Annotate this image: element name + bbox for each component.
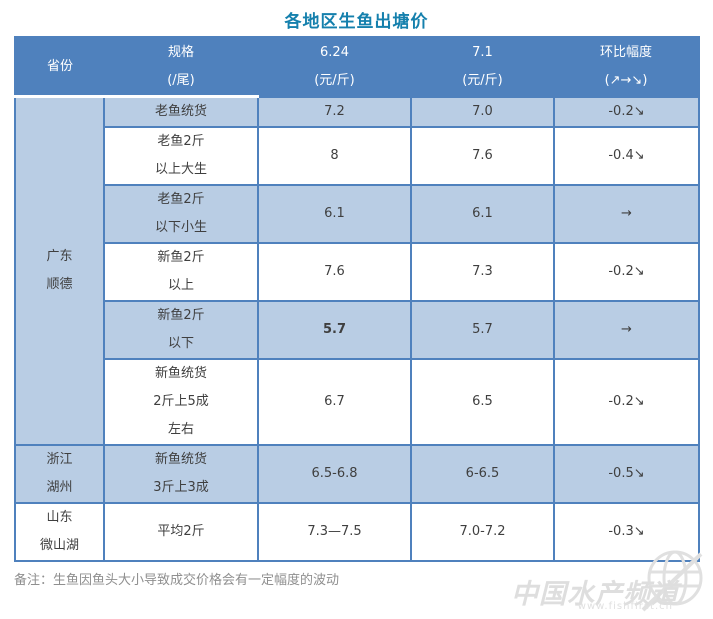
price-71-cell: 7.0-7.2 xyxy=(410,502,555,562)
change-cell: -0.3↘ xyxy=(553,502,700,562)
change-cell: -0.2↘ xyxy=(553,358,700,446)
change-cell: → xyxy=(553,300,700,360)
price-71-cell: 6.5 xyxy=(410,358,555,446)
spec-cell: 老鱼2斤 以上大生 xyxy=(103,126,259,186)
header-cell-spec: 规格 (/尾) xyxy=(104,37,258,98)
spec-cell: 新鱼统货 2斤上5成 左右 xyxy=(103,358,259,446)
price-624-cell: 7.2 xyxy=(257,95,412,128)
province-cell: 浙江 湖州 xyxy=(14,444,105,504)
spec-cell: 新鱼2斤 以下 xyxy=(103,300,259,360)
table-row: 老鱼2斤 以下小生 6.1 6.1 → xyxy=(15,184,700,244)
change-cell: -0.5↘ xyxy=(553,444,700,504)
table-row: 新鱼统货 2斤上5成 左右 6.7 6.5 -0.2↘ xyxy=(15,358,700,446)
price-624-cell: 6.7 xyxy=(257,358,412,446)
price-624-cell: 7.3—7.5 xyxy=(257,502,412,562)
header-cell-date1: 6.24 (元/斤) xyxy=(258,37,411,98)
spec-cell: 平均2斤 xyxy=(103,502,259,562)
header-cell-province: 省份 xyxy=(15,37,104,98)
price-71-cell: 6.1 xyxy=(410,184,555,244)
change-cell: -0.2↘ xyxy=(553,242,700,302)
spec-cell: 老鱼2斤 以下小生 xyxy=(103,184,259,244)
price-624-cell: 5.7 xyxy=(257,300,412,360)
watermark-url: www.fishfirst.cn xyxy=(577,601,673,612)
change-cell: -0.4↘ xyxy=(553,126,700,186)
page-title: 各地区生鱼出塘价 xyxy=(284,12,429,32)
price-624-cell: 8 xyxy=(257,126,412,186)
change-cell: → xyxy=(553,184,700,244)
price-71-cell: 6-6.5 xyxy=(410,444,555,504)
price-71-cell: 5.7 xyxy=(410,300,555,360)
change-cell: -0.2↘ xyxy=(553,95,700,128)
province-cell: 山东 微山湖 xyxy=(14,502,105,562)
spec-cell: 老鱼统货 xyxy=(103,95,259,128)
note-text: 备注：生鱼因鱼头大小导致成交价格会有一定幅度的波动 xyxy=(14,573,340,588)
header-cell-change: 环比幅度 (↗→↘) xyxy=(554,37,699,98)
price-71-cell: 7.0 xyxy=(410,95,555,128)
table-row: 老鱼2斤 以上大生 8 7.6 -0.4↘ xyxy=(15,126,700,186)
price-624-cell: 6.1 xyxy=(257,184,412,244)
province-cell: 广东 顺德 xyxy=(14,95,105,446)
watermark-text: 中国水产频道 xyxy=(511,579,679,610)
table-row: 山东 微山湖 平均2斤 7.3—7.5 7.0-7.2 -0.3↘ xyxy=(14,502,700,562)
table-row: 新鱼2斤 以上 7.6 7.3 -0.2↘ xyxy=(15,242,700,302)
table-row: 浙江 湖州 新鱼统货 3斤上3成 6.5-6.8 6-6.5 -0.5↘ xyxy=(14,444,700,504)
spec-cell: 新鱼2斤 以上 xyxy=(103,242,259,302)
header-cell-date2: 7.1 (元/斤) xyxy=(411,37,554,98)
header-row: 省份 规格 (/尾) 6.24 (元/斤) 7.1 (元/斤) 环比幅度 (↗→… xyxy=(15,37,699,98)
spec-cell: 新鱼统货 3斤上3成 xyxy=(103,444,259,504)
price-table: 省份 规格 (/尾) 6.24 (元/斤) 7.1 (元/斤) 环比幅度 (↗→… xyxy=(14,36,700,562)
price-71-cell: 7.6 xyxy=(410,126,555,186)
price-624-cell: 6.5-6.8 xyxy=(257,444,412,504)
price-624-cell: 7.6 xyxy=(257,242,412,302)
price-71-cell: 7.3 xyxy=(410,242,555,302)
table-row: 新鱼2斤 以下 5.7 5.7 → xyxy=(15,300,700,360)
table-row: 广东 顺德 老鱼统货 7.2 7.0 -0.2↘ xyxy=(14,95,700,446)
